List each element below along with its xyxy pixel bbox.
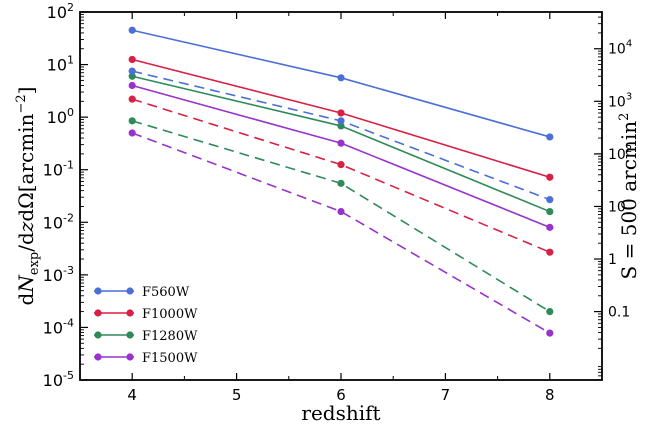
- y-tick-label: 10-5: [43, 369, 74, 390]
- tick-labels: 4 5 6 7 8 10-5 10-4 10-3 10-2 10-1 100 101 102 0.1 1 10…: [43, 1, 633, 404]
- data-point: [546, 196, 554, 204]
- legend-marker: [94, 353, 102, 361]
- data-point: [128, 95, 136, 103]
- x-tick-label: 6: [336, 386, 346, 404]
- data-point: [546, 207, 554, 216]
- y-axis-label: dNexp/dzdΩ[arcmin−2]: [14, 87, 42, 306]
- data-point: [337, 109, 345, 117]
- y-tick-label: 102: [47, 1, 74, 22]
- x-tick-label: 8: [545, 386, 555, 404]
- right-tick-label: 103: [608, 91, 632, 110]
- data-point: [128, 81, 136, 90]
- data-point: [128, 67, 136, 75]
- x-tick-label: 7: [441, 386, 451, 404]
- data-point: [546, 308, 554, 316]
- y-tick-label: 101: [47, 54, 74, 75]
- right-tick-label: 0.1: [608, 305, 630, 321]
- data-point: [128, 26, 136, 34]
- data-point: [546, 329, 554, 337]
- series-line-6: [131, 120, 551, 313]
- data-point: [546, 133, 554, 141]
- data-point: [337, 74, 345, 82]
- data-point: [337, 122, 345, 130]
- data-point: [128, 117, 136, 125]
- right-tick-label: 102: [608, 144, 632, 163]
- data-point: [128, 129, 136, 137]
- x-axis-label: redshift: [301, 401, 380, 425]
- legend-marker: [126, 309, 134, 317]
- legend: F560W F1000W F1280W F1500W: [94, 285, 198, 366]
- legend-marker: [94, 287, 102, 295]
- data-point: [546, 173, 554, 181]
- data-point: [546, 223, 554, 231]
- y-tick-label: 10-4: [43, 316, 74, 337]
- legend-entry: F1280W: [142, 329, 198, 344]
- legend-entry: F1000W: [142, 307, 198, 322]
- y-axis-title-text: dNexp/dzdΩ[arcmin−2]: [14, 87, 42, 306]
- right-tick-label: 1: [608, 252, 617, 268]
- data-point: [337, 161, 345, 169]
- series-line-7: [131, 132, 551, 334]
- right-tick-label: 104: [608, 39, 632, 58]
- y-tick-label: 10-2: [43, 211, 74, 232]
- data-point: [128, 55, 136, 64]
- data-point: [337, 139, 345, 147]
- right-tick-label: 10: [608, 199, 626, 215]
- legend-marker: [94, 309, 102, 317]
- x-tick-label: 5: [232, 386, 242, 404]
- legend-marker: [94, 331, 102, 339]
- data-point: [337, 179, 345, 187]
- series-layer: [128, 26, 554, 337]
- y-tick-label: 10-3: [43, 264, 74, 285]
- legend-marker: [126, 331, 134, 339]
- y-tick-label: 100: [47, 106, 74, 127]
- legend-entry: F1500W: [142, 351, 198, 366]
- y-axis-right-title-text: S = 500 arcmin2: [617, 113, 641, 280]
- series-line-5: [131, 98, 551, 253]
- legend-marker: [126, 353, 134, 361]
- data-point: [337, 207, 345, 216]
- tick-marks: [79, 11, 603, 381]
- plot-frame: [79, 11, 603, 381]
- data-point: [546, 248, 554, 256]
- legend-marker: [126, 287, 134, 295]
- data-point: [128, 72, 136, 80]
- y-tick-label: 10-1: [43, 159, 74, 180]
- y-axis-label-right: S = 500 arcmin2: [617, 113, 641, 280]
- x-tick-label: 4: [127, 386, 137, 404]
- legend-entry: F560W: [142, 285, 190, 300]
- data-point: [337, 117, 345, 125]
